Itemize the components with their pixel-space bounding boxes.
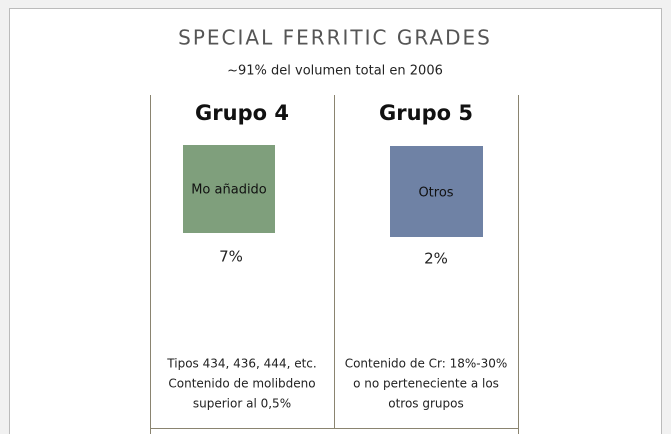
description: superior al 0,5% — [193, 397, 291, 411]
description: o no perteneciente a los — [353, 377, 499, 391]
description: Contenido de molibdeno — [168, 377, 315, 391]
percent: 2% — [424, 250, 448, 268]
description: Contenido de Cr: 18%-30% — [345, 357, 508, 371]
group-name: Grupo 4 — [195, 101, 289, 125]
percent: 7% — [219, 248, 243, 266]
box-label: Otros — [418, 186, 453, 201]
description: otros grupos — [388, 397, 464, 411]
box-label: Mo añadido — [191, 183, 267, 198]
group-box — [390, 146, 483, 237]
group-name: Grupo 5 — [379, 101, 473, 125]
subtitle: ~91% del volumen total en 2006 — [227, 64, 443, 79]
title: SPECIAL FERRITIC GRADES — [178, 26, 492, 50]
group-box — [183, 145, 275, 233]
description: Tipos 434, 436, 444, etc. — [166, 357, 316, 371]
panel — [9, 8, 662, 434]
